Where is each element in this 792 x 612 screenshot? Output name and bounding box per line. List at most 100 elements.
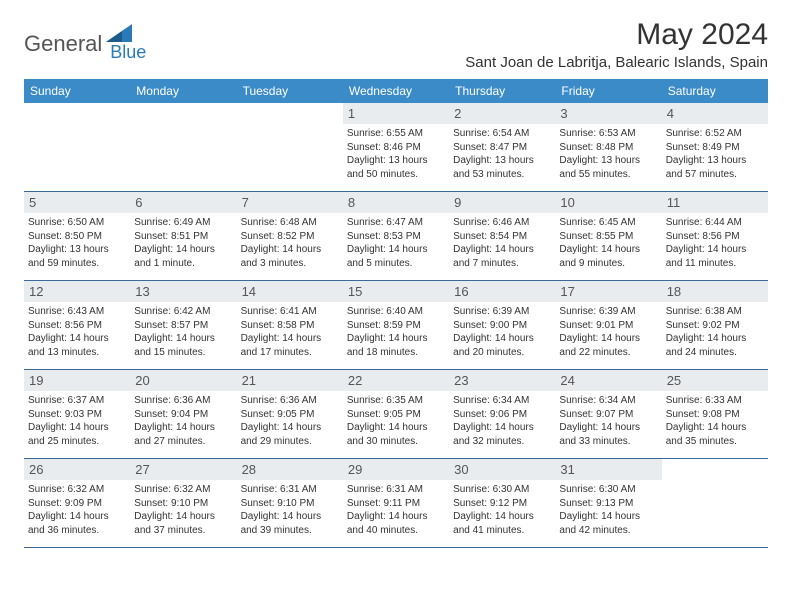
day-cell: 25Sunrise: 6:33 AMSunset: 9:08 PMDayligh… <box>662 370 768 458</box>
weekday-header: Saturday <box>662 79 768 103</box>
day-cell: 10Sunrise: 6:45 AMSunset: 8:55 PMDayligh… <box>555 192 661 280</box>
day-number: 10 <box>555 192 661 213</box>
day-cell: 24 Sunrise: 6:34 AMSunset: 9:07 PMDayligh… <box>555 370 661 458</box>
day-number <box>662 459 768 480</box>
day-cell <box>24 103 130 191</box>
day-number: 29 <box>343 459 449 480</box>
weeks-container: 1Sunrise: 6:55 AMSunset: 8:46 PMDaylight… <box>24 103 768 548</box>
day-number: 4 <box>662 103 768 124</box>
day-number: 17 <box>555 281 661 302</box>
day-number: 16 <box>449 281 555 302</box>
day-cell: 3Sunrise: 6:53 AMSunset: 8:48 PMDaylight… <box>555 103 661 191</box>
daylight: Daylight: 14 hours and 35 minutes. <box>666 421 764 448</box>
day-info: Sunrise: 6:36 AMSunset: 9:04 PMDaylight:… <box>134 394 232 448</box>
weekday-header: Thursday <box>449 79 555 103</box>
sunset: Sunset: 8:48 PM <box>559 141 657 155</box>
day-cell: 9Sunrise: 6:46 AMSunset: 8:54 PMDaylight… <box>449 192 555 280</box>
day-info: Sunrise: 6:39 AMSunset: 9:01 PMDaylight:… <box>559 305 657 359</box>
daylight: Daylight: 14 hours and 24 minutes. <box>666 332 764 359</box>
day-info: Sunrise: 6:34 AMSunset: 9:07 PMDaylight:… <box>559 394 657 448</box>
daylight: Daylight: 14 hours and 11 minutes. <box>666 243 764 270</box>
daylight: Daylight: 14 hours and 36 minutes. <box>28 510 126 537</box>
sunset: Sunset: 9:02 PM <box>666 319 764 333</box>
weekday-header: Tuesday <box>237 79 343 103</box>
sunrise: Sunrise: 6:35 AM <box>347 394 445 408</box>
day-info: Sunrise: 6:41 AMSunset: 8:58 PMDaylight:… <box>241 305 339 359</box>
sunrise: Sunrise: 6:55 AM <box>347 127 445 141</box>
daylight: Daylight: 14 hours and 17 minutes. <box>241 332 339 359</box>
day-cell: 1 Sunrise: 6:55 AMSunset: 8:46 PMDaylight… <box>343 103 449 191</box>
sunset: Sunset: 8:47 PM <box>453 141 551 155</box>
sunrise: Sunrise: 6:46 AM <box>453 216 551 230</box>
day-number: 20 <box>130 370 236 391</box>
daylight: Daylight: 14 hours and 41 minutes. <box>453 510 551 537</box>
sunrise: Sunrise: 6:44 AM <box>666 216 764 230</box>
day-number: 21 <box>237 370 343 391</box>
daylight: Daylight: 14 hours and 3 minutes. <box>241 243 339 270</box>
day-number: 1 <box>343 103 449 124</box>
sunset: Sunset: 9:08 PM <box>666 408 764 422</box>
sunset: Sunset: 9:03 PM <box>28 408 126 422</box>
day-info: Sunrise: 6:40 AMSunset: 8:59 PMDaylight:… <box>347 305 445 359</box>
day-number: 14 <box>237 281 343 302</box>
day-info: Sunrise: 6:42 AMSunset: 8:57 PMDaylight:… <box>134 305 232 359</box>
sunset: Sunset: 8:46 PM <box>347 141 445 155</box>
day-cell: 17 Sunrise: 6:39 AMSunset: 9:01 PMDayligh… <box>555 281 661 369</box>
weekday-header: Wednesday <box>343 79 449 103</box>
day-number: 24 <box>555 370 661 391</box>
sunrise: Sunrise: 6:36 AM <box>134 394 232 408</box>
sunrise: Sunrise: 6:37 AM <box>28 394 126 408</box>
day-number: 9 <box>449 192 555 213</box>
day-info: Sunrise: 6:47 AMSunset: 8:53 PMDaylight:… <box>347 216 445 270</box>
day-number: 31 <box>555 459 661 480</box>
sunset: Sunset: 8:56 PM <box>666 230 764 244</box>
day-cell: 27Sunrise: 6:32 AMSunset: 9:10 PMDayligh… <box>130 459 236 547</box>
day-cell: 7Sunrise: 6:48 AMSunset: 8:52 PMDaylight… <box>237 192 343 280</box>
sunrise: Sunrise: 6:53 AM <box>559 127 657 141</box>
day-cell: 29Sunrise: 6:31 AMSunset: 9:11 PMDayligh… <box>343 459 449 547</box>
day-info: Sunrise: 6:50 AMSunset: 8:50 PMDaylight:… <box>28 216 126 270</box>
day-cell <box>130 103 236 191</box>
sunset: Sunset: 9:04 PM <box>134 408 232 422</box>
day-number: 6 <box>130 192 236 213</box>
day-cell: 8 Sunrise: 6:47 AMSunset: 8:53 PMDaylight… <box>343 192 449 280</box>
day-number: 2 <box>449 103 555 124</box>
sunrise: Sunrise: 6:34 AM <box>453 394 551 408</box>
sunset: Sunset: 9:13 PM <box>559 497 657 511</box>
day-info: Sunrise: 6:39 AMSunset: 9:00 PMDaylight:… <box>453 305 551 359</box>
sunrise: Sunrise: 6:50 AM <box>28 216 126 230</box>
day-info: Sunrise: 6:33 AMSunset: 9:08 PMDaylight:… <box>666 394 764 448</box>
day-info: Sunrise: 6:31 AMSunset: 9:10 PMDaylight:… <box>241 483 339 537</box>
sunrise: Sunrise: 6:45 AM <box>559 216 657 230</box>
sunset: Sunset: 8:58 PM <box>241 319 339 333</box>
sunset: Sunset: 9:07 PM <box>559 408 657 422</box>
daylight: Daylight: 13 hours and 57 minutes. <box>666 154 764 181</box>
day-info: Sunrise: 6:54 AMSunset: 8:47 PMDaylight:… <box>453 127 551 181</box>
sunset: Sunset: 8:52 PM <box>241 230 339 244</box>
day-number: 28 <box>237 459 343 480</box>
sunrise: Sunrise: 6:52 AM <box>666 127 764 141</box>
sunset: Sunset: 8:51 PM <box>134 230 232 244</box>
day-info: Sunrise: 6:30 AMSunset: 9:13 PMDaylight:… <box>559 483 657 537</box>
sunrise: Sunrise: 6:34 AM <box>559 394 657 408</box>
day-cell: 15 Sunrise: 6:40 AMSunset: 8:59 PMDayligh… <box>343 281 449 369</box>
sunrise: Sunrise: 6:32 AM <box>28 483 126 497</box>
day-cell: 26Sunrise: 6:32 AMSunset: 9:09 PMDayligh… <box>24 459 130 547</box>
weekday-row: SundayMondayTuesdayWednesdayThursdayFrid… <box>24 79 768 103</box>
daylight: Daylight: 13 hours and 53 minutes. <box>453 154 551 181</box>
day-info: Sunrise: 6:32 AMSunset: 9:09 PMDaylight:… <box>28 483 126 537</box>
sunset: Sunset: 9:10 PM <box>134 497 232 511</box>
day-number: 3 <box>555 103 661 124</box>
sunrise: Sunrise: 6:31 AM <box>241 483 339 497</box>
daylight: Daylight: 14 hours and 39 minutes. <box>241 510 339 537</box>
day-number: 15 <box>343 281 449 302</box>
sunrise: Sunrise: 6:36 AM <box>241 394 339 408</box>
day-number: 8 <box>343 192 449 213</box>
daylight: Daylight: 14 hours and 1 minute. <box>134 243 232 270</box>
sunset: Sunset: 9:06 PM <box>453 408 551 422</box>
daylight: Daylight: 14 hours and 25 minutes. <box>28 421 126 448</box>
day-info: Sunrise: 6:34 AMSunset: 9:06 PMDaylight:… <box>453 394 551 448</box>
day-info: Sunrise: 6:55 AMSunset: 8:46 PMDaylight:… <box>347 127 445 181</box>
title-block: May 2024 Sant Joan de Labritja, Balearic… <box>465 18 768 71</box>
sunrise: Sunrise: 6:31 AM <box>347 483 445 497</box>
